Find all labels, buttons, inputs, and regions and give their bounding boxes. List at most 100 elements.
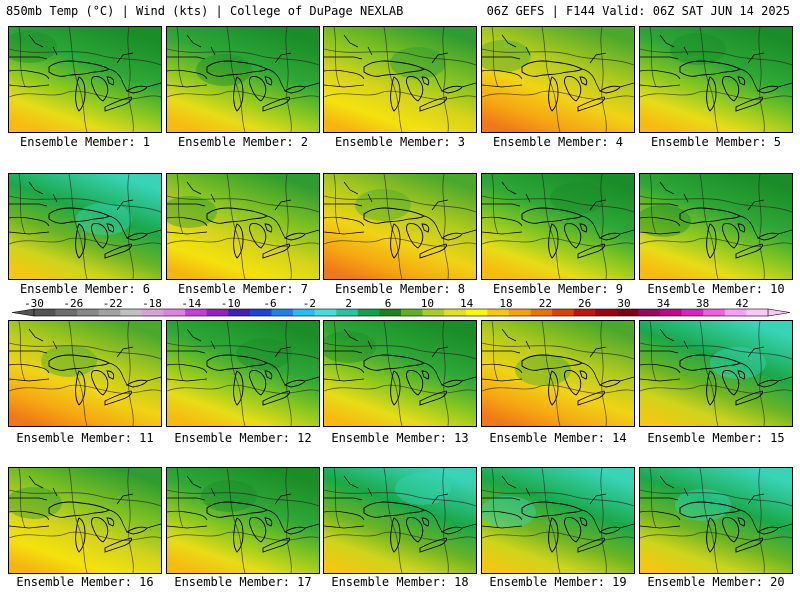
temperature-map (324, 174, 476, 279)
political-border (343, 475, 359, 489)
ensemble-member-label: Ensemble Member: 13 (331, 431, 469, 445)
political-border (659, 328, 675, 342)
great-lakes-outline (104, 537, 132, 553)
colorbar-tick-label: 34 (657, 297, 671, 310)
colorbar-tick-label: -2 (303, 297, 316, 310)
colorbar-swatch (357, 309, 380, 316)
temperature-map (482, 174, 634, 279)
political-border (324, 203, 363, 207)
political-border (423, 362, 443, 386)
political-border (324, 350, 363, 354)
political-border (167, 378, 208, 382)
height-contour (699, 27, 719, 132)
height-contour (640, 489, 792, 507)
height-contour (167, 489, 319, 507)
political-border (461, 82, 476, 88)
great-lakes-outline (419, 96, 447, 112)
political-border (640, 350, 679, 354)
political-border (9, 510, 50, 521)
political-border (525, 46, 531, 56)
political-border (683, 46, 689, 56)
political-border (9, 69, 50, 80)
height-contour (9, 195, 161, 213)
height-contour (324, 384, 476, 394)
temperature-map (167, 468, 319, 573)
height-contour (324, 531, 476, 541)
great-lakes-outline (262, 96, 290, 112)
height-contour (127, 321, 134, 426)
temperature-field (640, 468, 792, 573)
ensemble-member-label: Ensemble Member: 16 (16, 575, 154, 589)
height-contour (9, 531, 161, 541)
temperature-field (324, 174, 476, 279)
political-border (431, 199, 449, 211)
temperature-field (9, 468, 161, 573)
great-lakes-outline (598, 526, 621, 535)
great-lakes-outline (233, 517, 244, 553)
colorbar-tick-label: 22 (539, 297, 552, 310)
political-border (431, 346, 449, 358)
political-border (482, 363, 523, 374)
height-contour (600, 321, 607, 426)
height-contour (226, 27, 246, 132)
temperature-field (324, 468, 476, 573)
political-border (324, 378, 365, 382)
great-lakes-outline (756, 526, 779, 535)
height-contour (482, 90, 634, 100)
political-border (640, 84, 681, 88)
great-lakes-outline (206, 207, 268, 224)
political-border (640, 216, 681, 227)
great-lakes-outline (521, 501, 583, 518)
political-border (482, 203, 521, 207)
political-border (431, 493, 449, 505)
height-contour (442, 468, 449, 573)
height-contour (324, 195, 476, 213)
temperature-field (640, 27, 792, 132)
height-contour (167, 531, 319, 541)
great-lakes-outline (91, 76, 115, 102)
political-border (367, 487, 373, 497)
temperature-map (167, 321, 319, 426)
colorbar-swatch (724, 309, 747, 316)
temperature-field (167, 27, 319, 132)
ensemble-member-label: Ensemble Member: 7 (177, 282, 309, 296)
height-contour (9, 489, 161, 507)
political-border (274, 52, 292, 64)
height-contour (541, 468, 561, 573)
colorbar-swatch (703, 309, 726, 316)
height-contour (226, 321, 246, 426)
political-border (167, 231, 208, 235)
colorbar-tick-label: 10 (421, 297, 434, 310)
political-border (266, 362, 286, 386)
political-border (9, 525, 50, 529)
great-lakes-outline (206, 354, 268, 371)
great-lakes-outline (75, 370, 86, 406)
colorbar-tick-label: -18 (142, 297, 162, 310)
great-lakes-outline (564, 223, 588, 249)
great-lakes-outline (440, 379, 463, 388)
political-border (167, 510, 208, 521)
great-lakes-outline (756, 379, 779, 388)
height-contour (167, 48, 319, 66)
political-border (9, 350, 48, 354)
political-border (640, 497, 679, 501)
height-contour (127, 27, 134, 132)
political-border (343, 34, 359, 48)
political-border (739, 215, 759, 239)
great-lakes-outline (75, 517, 86, 553)
great-lakes-outline (706, 76, 717, 112)
great-lakes-outline (125, 232, 148, 241)
political-border (640, 69, 681, 80)
great-lakes-outline (440, 232, 463, 241)
political-border (589, 52, 607, 64)
political-border (501, 475, 517, 489)
great-lakes-outline (75, 223, 86, 259)
great-lakes-outline (104, 96, 132, 112)
great-lakes-outline (419, 390, 447, 406)
political-border (659, 181, 675, 195)
colorbar-tick-label: -26 (63, 297, 83, 310)
height-contour (640, 531, 792, 541)
political-border (52, 193, 58, 203)
great-lakes-outline (262, 390, 290, 406)
temperature-map (9, 321, 161, 426)
